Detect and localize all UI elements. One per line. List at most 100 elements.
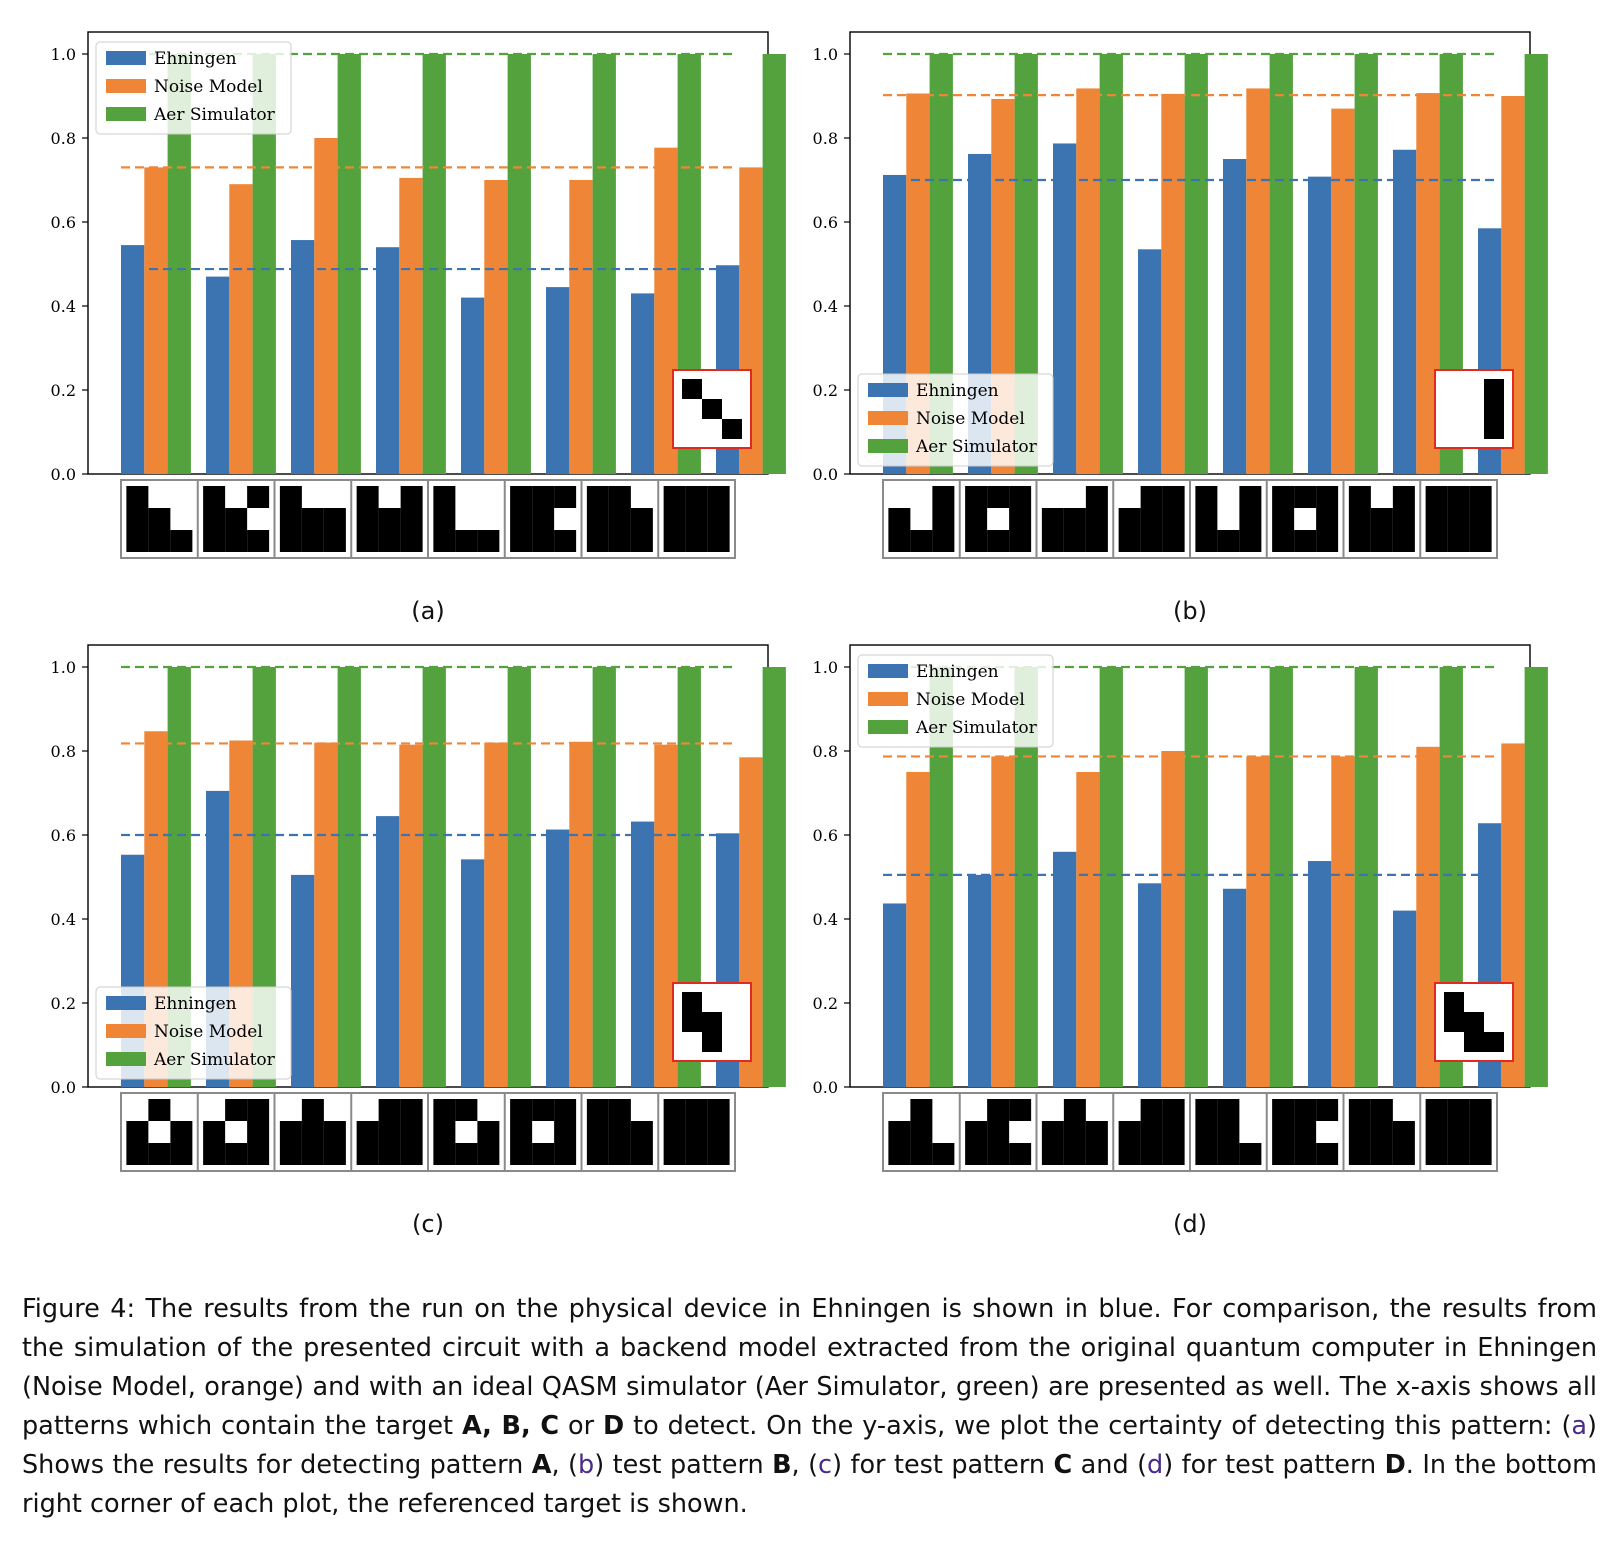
- pattern-cell: [1469, 1143, 1492, 1165]
- pattern-cell: [1009, 508, 1032, 530]
- pattern-cell: [1294, 1099, 1317, 1121]
- pattern-cell: [987, 1143, 1010, 1165]
- y-tick-label: 0.2: [51, 994, 76, 1013]
- pattern-cell: [1370, 530, 1393, 552]
- legend: Ehningen Noise Model Aer Simulator: [95, 41, 292, 135]
- legend-swatch: [106, 1024, 146, 1038]
- pattern-cell: [1009, 530, 1032, 552]
- pattern-cell: [1063, 1099, 1086, 1121]
- caption-bold-c: C: [1053, 1450, 1073, 1480]
- pattern-cell: [1447, 1121, 1470, 1143]
- caption-ref-b[interactable]: b: [578, 1450, 595, 1480]
- pattern-cell: [203, 1121, 226, 1143]
- pattern-cell: [532, 508, 555, 530]
- bar-noise-model: [1416, 746, 1440, 1087]
- pattern-cell: [400, 486, 423, 508]
- bar-noise-model: [1161, 93, 1185, 475]
- bar-ehningen: [1223, 159, 1247, 474]
- pattern-cell: [126, 508, 149, 530]
- y-tick-label: 0.8: [813, 742, 838, 761]
- legend-label: Noise Model: [154, 77, 263, 97]
- bar-ehningen: [1138, 883, 1162, 1087]
- caption-text-1: Figure 4: The results from the run on th…: [22, 1294, 1597, 1441]
- pattern-cell: [510, 530, 533, 552]
- y-tick-label: 0.2: [813, 994, 838, 1013]
- pattern-cell: [170, 530, 193, 552]
- pattern-cell: [279, 1121, 302, 1143]
- bar-aer-simulator: [1354, 667, 1378, 1087]
- pattern-cell: [1316, 508, 1339, 530]
- subfigure-label: (d): [1173, 1210, 1207, 1238]
- pattern-cell: [1140, 1143, 1163, 1165]
- pattern-cell: [148, 508, 171, 530]
- target-cell: [702, 1012, 722, 1032]
- legend-swatch: [106, 107, 146, 121]
- pattern-cell: [433, 1143, 456, 1165]
- pattern-cell: [170, 1121, 193, 1143]
- bar-ehningen: [1393, 149, 1417, 474]
- caption-ref-a[interactable]: a: [1571, 1411, 1588, 1441]
- caption-ref-d[interactable]: d: [1147, 1450, 1164, 1480]
- pattern-cell: [1348, 486, 1371, 508]
- pattern-cell: [455, 1099, 478, 1121]
- legend-label: Ehningen: [154, 49, 237, 69]
- pattern-cell: [1348, 1121, 1371, 1143]
- bar-noise-model: [569, 741, 593, 1087]
- legend-swatch: [106, 1052, 146, 1066]
- pattern-cell: [1370, 1099, 1393, 1121]
- pattern-cell: [910, 1143, 933, 1165]
- bar-noise-model: [569, 180, 593, 474]
- y-tick-label: 1.0: [813, 45, 838, 64]
- pattern-cell: [987, 486, 1010, 508]
- bar-ehningen: [1138, 249, 1162, 474]
- bar-aer-simulator: [1099, 667, 1123, 1087]
- pattern-cell: [279, 1143, 302, 1165]
- pattern-cell: [323, 1121, 346, 1143]
- pattern-cell: [663, 486, 686, 508]
- pattern-cell: [1272, 486, 1295, 508]
- pattern-cell: [1118, 1143, 1141, 1165]
- bar-aer-simulator: [252, 667, 276, 1087]
- pattern-cell: [1272, 1099, 1295, 1121]
- pattern-cell: [1425, 1099, 1448, 1121]
- legend: Ehningen Noise Model Aer Simulator: [857, 373, 1054, 467]
- pattern-cell: [1140, 486, 1163, 508]
- pattern-cell: [433, 508, 456, 530]
- chart-panel-d: 0.0 0.2 0.4 0.6 0.8 1.0 Ehningen Noise Model Aer…: [813, 644, 1548, 1238]
- pattern-cell: [1162, 1143, 1185, 1165]
- bar-ehningen: [1308, 861, 1332, 1087]
- pattern-cell: [586, 508, 609, 530]
- pattern-cell: [685, 508, 708, 530]
- pattern-cell: [323, 508, 346, 530]
- pattern-cell: [1425, 486, 1448, 508]
- pattern-cell: [630, 1143, 653, 1165]
- pattern-cell: [1162, 1121, 1185, 1143]
- pattern-cell: [1217, 1099, 1240, 1121]
- pattern-cell: [279, 486, 302, 508]
- pattern-cell: [510, 1143, 533, 1165]
- bar-ehningen: [1053, 851, 1077, 1087]
- pattern-cell: [1272, 508, 1295, 530]
- bar-ehningen: [376, 816, 400, 1087]
- pattern-cell: [707, 1099, 730, 1121]
- caption-ref-c[interactable]: c: [818, 1450, 833, 1480]
- legend-label: Aer Simulator: [915, 437, 1038, 457]
- pattern-cell: [1316, 1099, 1339, 1121]
- pattern-cell: [378, 1099, 401, 1121]
- bar-noise-model: [1076, 88, 1100, 474]
- pattern-cell: [356, 1121, 379, 1143]
- pattern-cell: [965, 486, 988, 508]
- pattern-cell: [1162, 508, 1185, 530]
- pattern-cell: [1140, 1099, 1163, 1121]
- bar-aer-simulator: [929, 54, 953, 474]
- pattern-cell: [608, 508, 631, 530]
- pattern-cell: [1294, 1143, 1317, 1165]
- pattern-cell: [378, 1121, 401, 1143]
- y-tick-label: 0.6: [813, 213, 838, 232]
- legend-label: Noise Model: [916, 690, 1025, 710]
- subfigure-label: (b): [1173, 597, 1207, 625]
- pattern-cell: [1425, 530, 1448, 552]
- pattern-cell: [1370, 1143, 1393, 1165]
- pattern-cell: [1272, 1143, 1295, 1165]
- pattern-cell: [1217, 1121, 1240, 1143]
